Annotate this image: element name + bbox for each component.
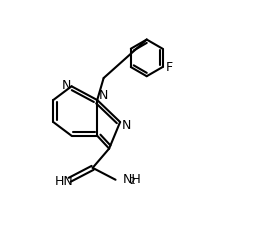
Text: F: F [166, 61, 173, 74]
Text: HN: HN [55, 175, 74, 188]
Text: N: N [99, 89, 108, 102]
Text: N: N [122, 119, 131, 132]
Text: N: N [62, 79, 71, 92]
Text: NH: NH [123, 173, 141, 186]
Text: 2: 2 [130, 178, 135, 186]
